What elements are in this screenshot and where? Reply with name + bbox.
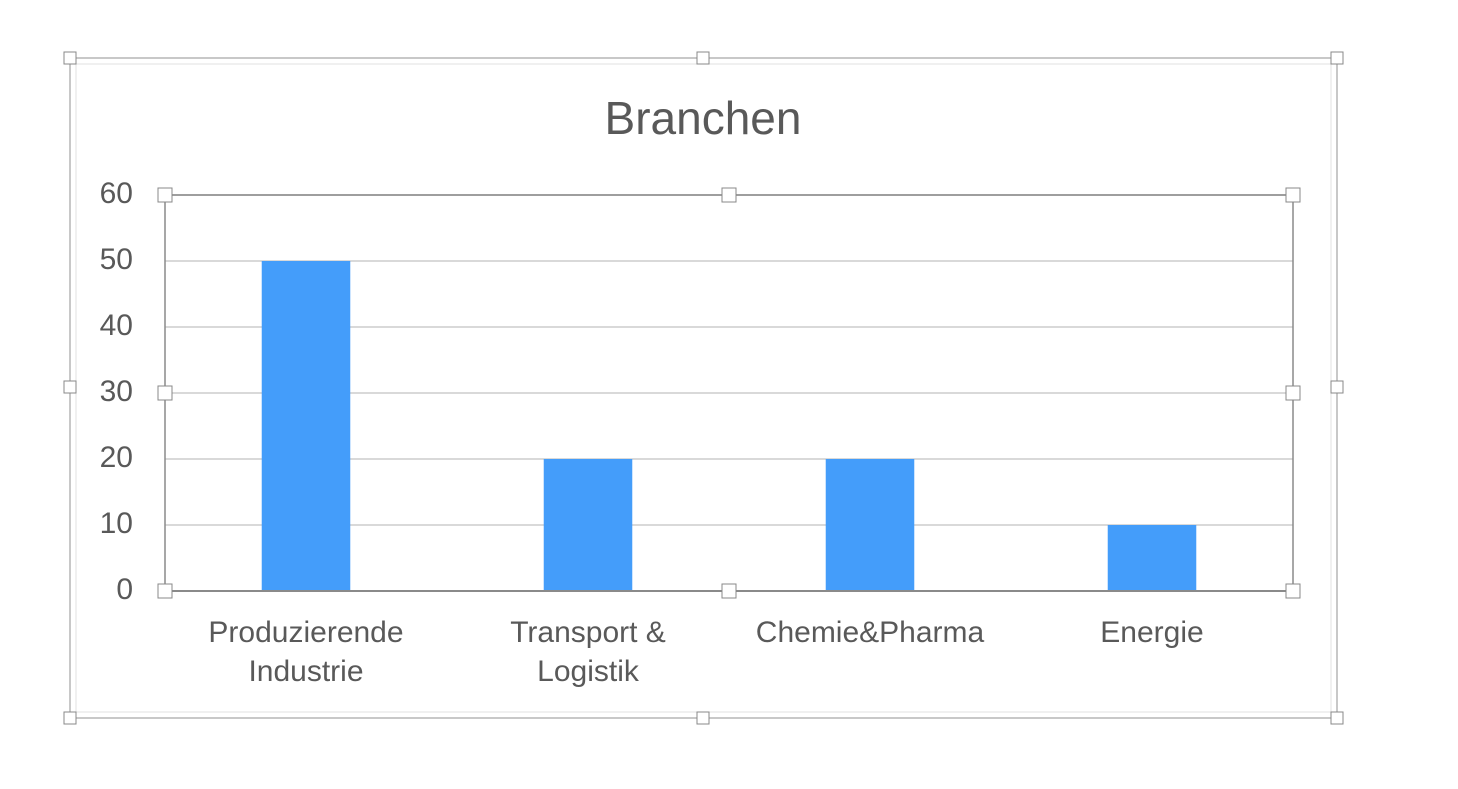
handle[interactable] (157, 385, 173, 401)
handle[interactable] (1285, 187, 1301, 203)
y-tick-label: 20 (100, 441, 133, 474)
bar (825, 459, 915, 591)
handle[interactable] (63, 711, 77, 725)
x-tick-label: Chemie&Pharma (756, 616, 985, 649)
handle[interactable] (1285, 583, 1301, 599)
handle[interactable] (63, 51, 77, 65)
handle[interactable] (721, 187, 737, 203)
selection-handles (63, 51, 1344, 725)
y-tick-label: 60 (100, 177, 133, 210)
plot-area: 0 10 20 30 40 50 60 Produzierende Industrie Trans… (100, 177, 1301, 688)
handle[interactable] (157, 187, 173, 203)
y-tick-label: 10 (100, 507, 133, 540)
handle[interactable] (63, 380, 77, 394)
x-tick-label: Energie (1100, 616, 1203, 649)
chart-title: Branchen (605, 92, 802, 144)
x-tick-label: Produzierende Industrie (208, 616, 403, 688)
handle[interactable] (1330, 711, 1344, 725)
handle[interactable] (696, 51, 710, 65)
y-tick-label: 30 (100, 375, 133, 408)
bar (261, 261, 351, 591)
handle[interactable] (721, 583, 737, 599)
bar (543, 459, 633, 591)
handle[interactable] (157, 583, 173, 599)
y-tick-label: 0 (116, 573, 133, 606)
bar (1107, 525, 1197, 591)
x-tick-label: Transport & Logistik (510, 616, 666, 688)
handle[interactable] (1330, 51, 1344, 65)
y-tick-label: 40 (100, 309, 133, 342)
y-tick-label: 50 (100, 243, 133, 276)
handle[interactable] (1285, 385, 1301, 401)
handle[interactable] (696, 711, 710, 725)
handle[interactable] (1330, 380, 1344, 394)
